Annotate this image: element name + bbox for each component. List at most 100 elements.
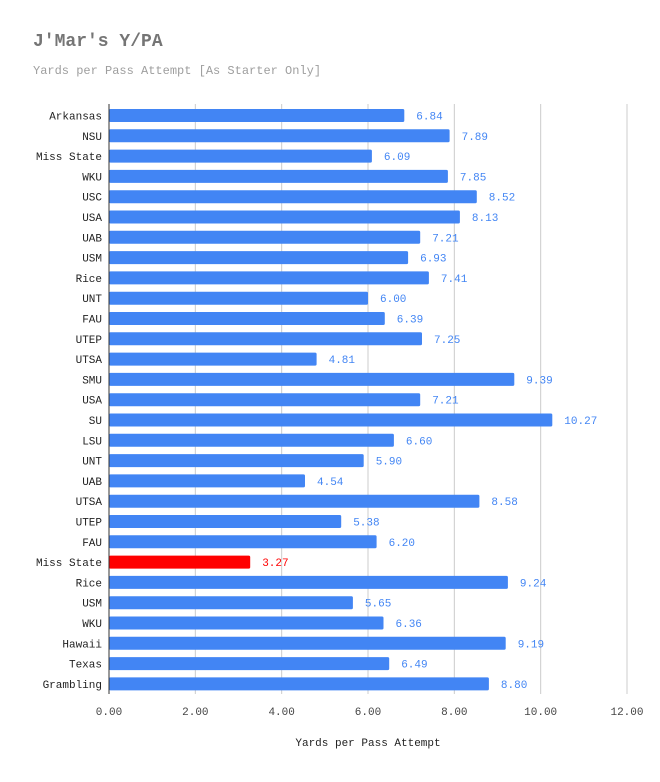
bar-value-label: 6.60 [406,436,432,448]
chart-title: J'Mar's Y/PA [33,32,163,52]
category-label: Miss State [36,152,102,164]
bar-value-label: 6.36 [396,619,422,631]
bar-value-label: 7.25 [434,335,460,347]
bar [109,352,317,366]
bar [109,393,421,407]
category-label: UAB [82,233,102,245]
bar-value-label: 8.58 [491,497,517,509]
bar [109,596,353,610]
category-label: UTEP [76,518,103,530]
category-label: Texas [69,660,102,672]
category-label: Grambling [43,680,102,692]
bar-value-label: 10.27 [564,416,597,428]
bar-value-label: 9.19 [518,639,544,651]
category-label: UNT [82,294,102,306]
bars [109,109,553,691]
x-tick-label: 12.00 [610,707,643,719]
category-label: UTEP [76,335,103,347]
bar-value-label: 4.54 [317,477,344,489]
bar [109,251,409,265]
bar-value-label: 5.38 [353,518,379,530]
bar-value-label: 6.93 [420,254,446,266]
bar-value-label: 6.49 [401,660,427,672]
x-tick-label: 2.00 [182,707,208,719]
bar-value-label: 6.00 [380,294,406,306]
bar-value-label: 7.21 [432,233,459,245]
bar [109,474,305,488]
bar [109,169,448,183]
bar-value-label: 7.85 [460,172,486,184]
bar [109,413,553,427]
bar [109,636,506,650]
x-tick-label: 10.00 [524,707,557,719]
x-tick-label: 4.00 [268,707,294,719]
bar-value-label: 5.65 [365,599,391,611]
bar [109,575,508,589]
bar [109,312,385,325]
bar [109,230,421,244]
bar [109,657,390,671]
bar [109,616,384,630]
category-label: NSU [82,132,102,144]
category-label: WKU [82,172,102,184]
bar-value-label: 5.90 [376,457,402,469]
category-label: UTSA [76,497,103,509]
category-label: Arkansas [49,112,102,124]
x-axis-title: Yards per Pass Attempt [295,738,440,750]
category-label: USM [82,599,102,611]
bar [109,291,368,305]
bar-value-label: 6.09 [384,152,410,164]
bar [109,129,450,143]
bar-value-label: 6.20 [389,538,415,550]
bar [109,535,377,549]
chart-subtitle: Yards per Pass Attempt [As Starter Only] [33,64,322,78]
x-tick-label: 0.00 [96,707,122,719]
category-label: UTSA [76,355,103,367]
category-label: SMU [82,375,102,387]
bar [109,149,372,163]
bar-value-label: 8.52 [489,193,515,205]
category-label: UAB [82,477,102,489]
bar [109,109,405,122]
bar [109,332,422,346]
bar-value-label: 7.89 [462,132,488,144]
x-tick-label: 8.00 [441,707,467,719]
bar-value-label: 7.41 [441,274,468,286]
category-label: WKU [82,619,102,631]
bar-value-label: 6.39 [397,315,423,327]
category-label: Hawaii [62,639,102,651]
category-labels: Arkansas NSU Miss State WKU USC USA UAB USM Rice… [36,112,102,692]
bar-value-label: 8.13 [472,213,498,225]
bar [109,433,394,447]
bar-value-label: 9.39 [526,375,552,387]
category-label: USM [82,254,102,266]
bar-value-label: 4.81 [329,355,356,367]
category-label: UNT [82,457,102,469]
bar-value-label: 6.84 [416,112,443,124]
x-tick-label: 6.00 [355,707,381,719]
category-label: Miss State [36,558,102,570]
category-label: USA [82,213,102,225]
category-label: USC [82,193,102,205]
category-label: USA [82,396,102,408]
bar-value-label: 3.27 [262,558,288,570]
category-label: FAU [82,315,102,327]
category-label: LSU [82,436,102,448]
bar [109,271,429,285]
category-label: FAU [82,538,102,550]
category-label: Rice [76,578,102,590]
bar [109,210,460,224]
bar [109,677,489,691]
value-labels: 6.84 7.89 6.09 7.858.52 8.13 7.21 6.93 7.41 6.00… [262,112,597,692]
category-label: SU [89,416,102,428]
x-tick-labels: 0.00 2.00 4.00 6.00 8.00 10.00 12.00 [96,707,644,719]
bar [109,515,342,528]
category-label: Rice [76,274,102,286]
bar [109,372,515,386]
bar-value-label: 7.21 [432,396,459,408]
bar [109,454,364,468]
bar-value-label: 8.80 [501,680,527,692]
bar-value-label: 9.24 [520,578,547,590]
bar [109,190,477,204]
